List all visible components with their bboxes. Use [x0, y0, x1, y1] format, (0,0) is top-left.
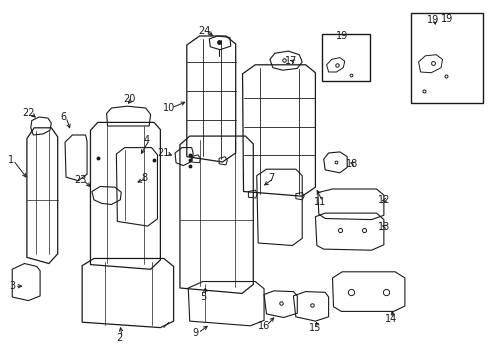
Text: 24: 24 [198, 26, 210, 36]
Text: 23: 23 [74, 175, 87, 185]
Text: 6: 6 [61, 112, 66, 122]
Text: 8: 8 [141, 173, 147, 183]
Text: 10: 10 [162, 103, 175, 113]
Text: 15: 15 [308, 323, 321, 333]
Text: 7: 7 [268, 173, 274, 183]
Text: 9: 9 [192, 328, 198, 338]
Text: 16: 16 [257, 321, 270, 331]
Text: 22: 22 [22, 108, 35, 118]
Text: 20: 20 [123, 94, 136, 104]
Text: 14: 14 [384, 314, 397, 324]
Text: 11: 11 [313, 197, 326, 207]
Text: 13: 13 [377, 222, 389, 232]
Text: 12: 12 [377, 195, 389, 205]
Bar [321, 34, 369, 81]
Text: 19: 19 [440, 14, 453, 24]
Bar [410, 13, 482, 103]
Text: 19: 19 [335, 31, 348, 41]
Text: 2: 2 [117, 333, 122, 343]
Text: 3: 3 [9, 281, 15, 291]
Text: 21: 21 [157, 148, 170, 158]
Text: 1: 1 [8, 155, 14, 165]
Text: 18: 18 [345, 159, 358, 169]
Text: 5: 5 [200, 292, 205, 302]
Text: 17: 17 [284, 56, 297, 66]
Text: 4: 4 [143, 135, 149, 145]
Text: 19: 19 [426, 15, 438, 25]
